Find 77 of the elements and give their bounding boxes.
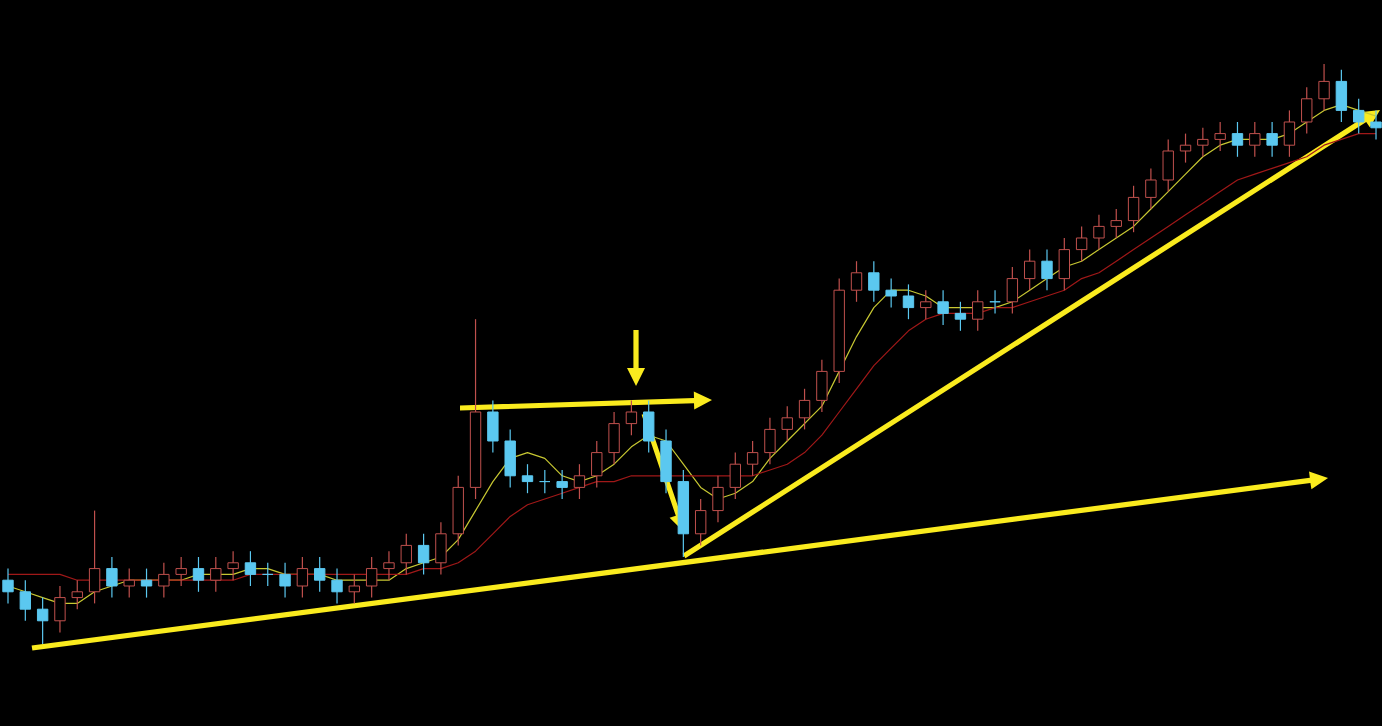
candlestick <box>625 399 638 436</box>
candlestick <box>1006 266 1019 314</box>
candlestick <box>279 562 291 599</box>
candlestick <box>19 579 32 622</box>
candlestick <box>556 469 568 500</box>
candlestick <box>36 596 49 645</box>
candlestick <box>954 301 967 332</box>
candlestick <box>331 567 343 604</box>
candlestick <box>902 283 915 320</box>
candlestick <box>920 289 932 320</box>
candlestick <box>989 289 1001 314</box>
candlestick <box>972 289 984 332</box>
candlestick <box>746 440 759 477</box>
candlestick <box>175 556 187 587</box>
candlestick <box>365 556 378 599</box>
candlestick <box>1353 98 1365 135</box>
candlestick <box>798 388 811 430</box>
candlestick <box>660 428 672 494</box>
candlestick <box>591 440 603 488</box>
candlestick <box>1023 248 1036 291</box>
candlestick <box>521 463 534 494</box>
candlestick <box>885 277 897 309</box>
candlestick <box>54 585 66 633</box>
candlestick <box>1335 69 1348 123</box>
candlestick <box>1145 167 1157 210</box>
candlestick <box>1075 225 1088 262</box>
candlestick <box>487 399 499 454</box>
candlestick <box>504 428 516 488</box>
candlestick <box>1179 132 1192 164</box>
candlestick <box>140 567 153 599</box>
candlestick <box>210 556 222 593</box>
candlestick <box>1249 121 1261 158</box>
candlestick <box>1266 121 1278 158</box>
candlestick <box>1318 63 1330 111</box>
candlestick <box>192 556 205 593</box>
candlestick <box>106 556 118 599</box>
candlestick <box>1301 86 1313 135</box>
candlestick <box>417 533 430 575</box>
candlestick <box>816 359 828 413</box>
candlestick <box>1093 214 1105 251</box>
candlestick <box>729 451 741 500</box>
candlestick <box>712 475 724 523</box>
candlestick <box>1197 127 1209 158</box>
candlestick <box>88 509 101 604</box>
candlestick <box>1110 208 1122 239</box>
candlestick <box>227 550 239 581</box>
candlestick <box>71 579 83 610</box>
candlestick <box>400 533 412 575</box>
candlestick <box>262 562 274 587</box>
candlestick <box>1127 185 1140 233</box>
candlestick <box>452 475 464 546</box>
candlestick <box>868 260 880 303</box>
candlestick <box>244 550 257 587</box>
candlestick <box>781 405 793 442</box>
candlestick <box>1214 121 1226 152</box>
candlestick <box>539 469 551 494</box>
candlestick <box>1231 121 1244 158</box>
candlestick <box>1058 237 1071 291</box>
candlestick <box>1283 109 1296 158</box>
candlestick <box>1162 138 1174 193</box>
candlestick <box>314 556 326 593</box>
candlestick <box>1041 248 1053 291</box>
candlestick <box>383 550 395 581</box>
candlestick <box>694 498 707 546</box>
candlestick <box>937 289 949 326</box>
candlestick <box>608 411 620 465</box>
candlestick <box>1370 109 1382 140</box>
candlestick <box>158 562 170 599</box>
candlestick <box>123 567 135 599</box>
candlestick <box>348 573 361 604</box>
candlestick <box>764 417 776 465</box>
candlestick <box>2 567 14 604</box>
candlestick <box>850 260 863 303</box>
candlestick <box>573 463 586 500</box>
candlestick <box>435 521 447 575</box>
candlestick <box>643 399 655 454</box>
candlestick <box>296 556 309 599</box>
